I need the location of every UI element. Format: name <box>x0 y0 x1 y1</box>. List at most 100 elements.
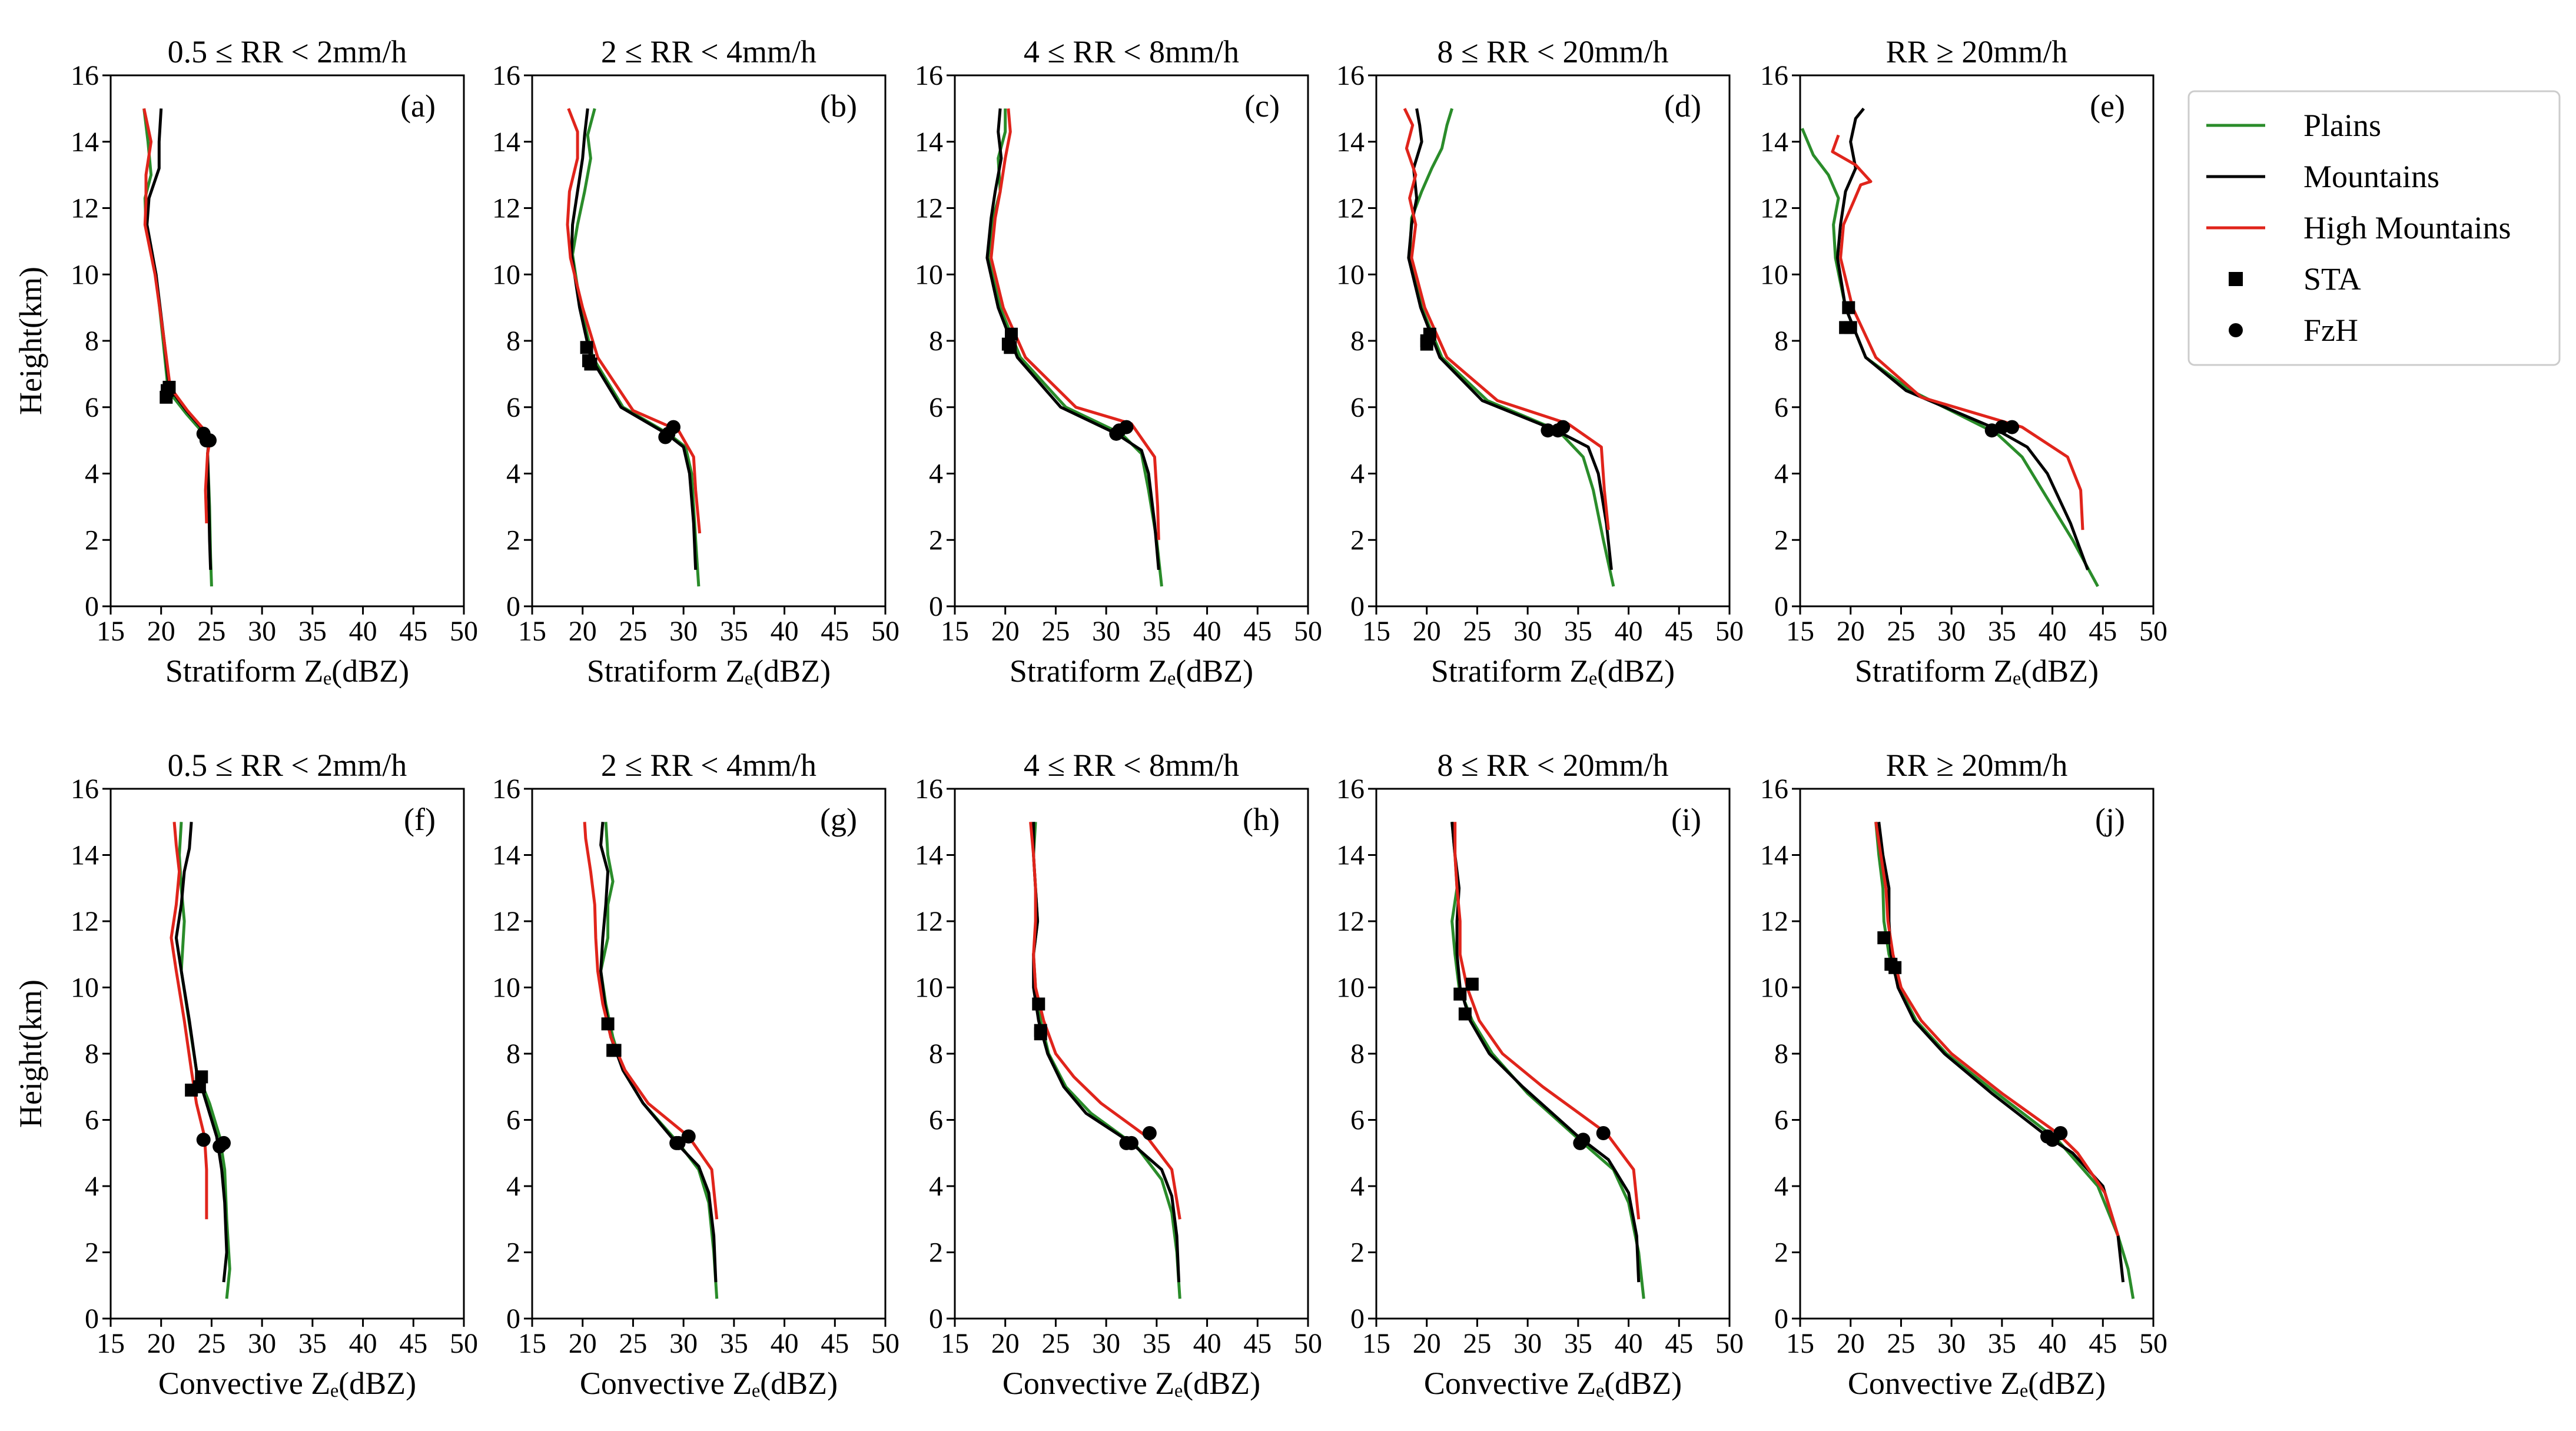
panel-tag: (a) <box>400 88 436 124</box>
y-tick-label: 10 <box>915 259 943 290</box>
fzh-marker-high-mountains <box>666 420 680 434</box>
y-tick-label: 4 <box>85 459 99 490</box>
y-tick-label: 16 <box>915 773 943 805</box>
y-tick-label: 12 <box>492 906 520 937</box>
y-tick-label: 16 <box>492 60 520 91</box>
y-tick-label: 12 <box>1760 193 1788 224</box>
y-tick-label: 2 <box>1350 524 1365 556</box>
x-axis-label: Convective Zₑ(dBZ) <box>158 1366 416 1401</box>
sta-marker-high-mountains <box>1420 337 1433 351</box>
fzh-marker-plains <box>1541 423 1555 438</box>
sta-marker-mountains <box>1423 327 1436 341</box>
plot-frame <box>531 74 887 607</box>
x-tick-label: 45 <box>1665 616 1693 647</box>
fzh-marker-high-mountains <box>2053 1126 2068 1140</box>
x-tick-label: 35 <box>1143 616 1171 647</box>
y-tick-label: 14 <box>1760 127 1788 158</box>
y-tick-label: 0 <box>1774 591 1788 622</box>
sta-marker-high-mountains <box>160 390 173 404</box>
y-tick-label: 14 <box>915 127 943 158</box>
y-tick-label: 6 <box>929 1105 943 1136</box>
panel-title: 4 ≤ RR < 8mm/h <box>1024 34 1239 69</box>
x-tick-label: 25 <box>1041 616 1070 647</box>
y-tick-label: 14 <box>915 840 943 871</box>
y-tick-label: 0 <box>1350 1303 1365 1334</box>
panel-title: 4 ≤ RR < 8mm/h <box>1024 748 1239 783</box>
x-tick-label: 40 <box>771 1328 799 1359</box>
x-tick-label: 30 <box>1937 616 1966 647</box>
y-tick-label: 8 <box>929 1038 943 1070</box>
plot-frame <box>1375 788 1731 1320</box>
panel-title: RR ≥ 20mm/h <box>1886 34 2068 69</box>
panel-tag: (b) <box>820 88 857 124</box>
y-tick-label: 6 <box>1350 392 1365 423</box>
y-tick-label: 14 <box>1760 840 1788 871</box>
sta-marker-high-mountains <box>1888 961 1902 974</box>
x-tick-label: 20 <box>1413 616 1441 647</box>
fzh-marker-mountains <box>213 1139 227 1154</box>
panel-title: 0.5 ≤ RR < 2mm/h <box>168 748 407 783</box>
y-tick-label: 12 <box>492 193 520 224</box>
x-tick-label: 40 <box>2039 1328 2067 1359</box>
x-tick-label: 15 <box>941 616 969 647</box>
legend-label-fzh: FzH <box>2303 313 2358 348</box>
x-tick-label: 15 <box>97 616 125 647</box>
x-tick-label: 20 <box>1837 616 1865 647</box>
x-tick-label: 20 <box>147 1328 175 1359</box>
x-tick-label: 45 <box>1243 1328 1272 1359</box>
x-tick-label: 25 <box>619 616 647 647</box>
x-tick-label: 30 <box>1513 1328 1542 1359</box>
x-tick-label: 25 <box>197 1328 225 1359</box>
x-axis-label: Convective Zₑ(dBZ) <box>1002 1366 1260 1401</box>
y-tick-label: 14 <box>71 127 99 158</box>
y-tick-label: 4 <box>1350 459 1365 490</box>
x-tick-label: 45 <box>399 616 427 647</box>
y-tick-label: 12 <box>71 193 99 224</box>
fzh-marker-mountains <box>1119 1135 1134 1150</box>
series-line-mountains <box>174 822 228 1283</box>
fzh-marker-mountains <box>658 430 673 444</box>
y-tick-label: 14 <box>71 840 99 871</box>
y-tick-label: 10 <box>71 259 99 290</box>
y-tick-label: 12 <box>1336 906 1365 937</box>
series-line-high-mountains <box>566 108 702 534</box>
y-tick-label: 4 <box>1350 1171 1365 1202</box>
x-axis-label: Stratiform Zₑ(dBZ) <box>1431 653 1675 689</box>
x-tick-label: 15 <box>1786 616 1814 647</box>
sta-marker-high-mountains <box>192 1080 206 1094</box>
legend-label-high-mountains: High Mountains <box>2303 210 2511 245</box>
series-line-plains <box>1450 822 1645 1299</box>
sta-marker-plains <box>195 1070 208 1084</box>
legend-circle-marker <box>2229 323 2243 337</box>
sta-marker-high-mountains <box>1034 1024 1047 1037</box>
x-tick-label: 35 <box>1143 1328 1171 1359</box>
series-line-plains <box>1801 128 2099 587</box>
y-tick-label: 6 <box>1350 1105 1365 1136</box>
fzh-marker-mountains <box>669 1135 684 1150</box>
fzh-marker-high-mountains <box>1119 420 1134 434</box>
legend-label-mountains: Mountains <box>2303 159 2439 194</box>
y-tick-label: 10 <box>1336 259 1365 290</box>
panel-title: 8 ≤ RR < 20mm/h <box>1437 748 1668 783</box>
x-tick-label: 25 <box>1041 1328 1070 1359</box>
sta-marker-high-mountains <box>584 357 597 371</box>
y-tick-label: 2 <box>929 524 943 556</box>
y-tick-label: 10 <box>915 972 943 1004</box>
panel-a: 15 20 25 30 35 40 45 50 0 2 4 6 8 10 12 14 16 0.5 ≤ RR < … <box>13 34 478 689</box>
panel-tag: (i) <box>1671 802 1701 837</box>
sta-marker-mountains <box>162 380 176 394</box>
x-tick-label: 50 <box>871 616 899 647</box>
series-line-plains <box>1408 108 1615 587</box>
x-tick-label: 20 <box>991 1328 1020 1359</box>
fzh-marker-high-mountains <box>1596 1126 1611 1140</box>
sta-marker-mountains <box>1842 301 1855 314</box>
panel-g: 15 20 25 30 35 40 45 50 0 2 4 6 8 10 12 14 16 2 ≤ RR < 4m… <box>492 748 899 1401</box>
x-axis-label: Stratiform Zₑ(dBZ) <box>587 653 831 689</box>
y-tick-label: 2 <box>506 1237 520 1269</box>
x-tick-label: 35 <box>1988 1328 2016 1359</box>
y-tick-label: 8 <box>1774 326 1788 357</box>
x-tick-label: 40 <box>771 616 799 647</box>
y-tick-label: 6 <box>1774 392 1788 423</box>
x-tick-label: 25 <box>197 616 225 647</box>
x-axis-label: Convective Zₑ(dBZ) <box>1848 1366 2106 1401</box>
